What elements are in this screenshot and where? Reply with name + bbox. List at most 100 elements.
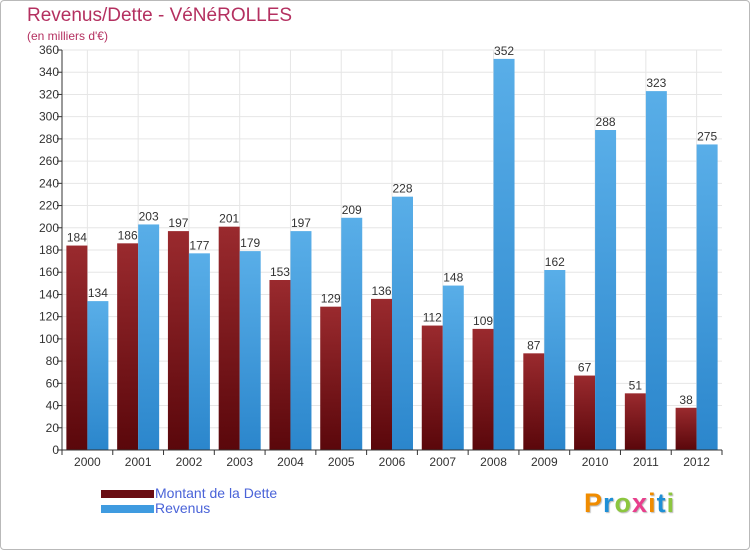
y-tick-label: 300 <box>39 110 59 124</box>
legend-swatch-revenus <box>101 505 154 513</box>
bar-dette <box>320 306 342 450</box>
data-label: 109 <box>473 314 493 328</box>
y-tick-label: 220 <box>39 199 59 213</box>
bar-revenus <box>392 196 413 450</box>
y-tick-label: 140 <box>39 287 59 301</box>
data-label: 129 <box>321 292 341 306</box>
axes: 0 20 40 60 80 100 120 140 160 180 200 220 240 260 280 3… <box>39 43 723 469</box>
bar-revenus <box>341 217 363 450</box>
data-label: 201 <box>219 212 239 226</box>
x-tick-label: 2000 <box>74 455 101 469</box>
x-tick-label: 2008 <box>480 455 507 469</box>
bar-revenus <box>442 285 464 450</box>
data-label: 177 <box>189 238 209 252</box>
data-labels: 184 186 197 201 153 129 136 112 109 87 67 51 38 134 20… <box>67 44 718 407</box>
y-tick-label: 20 <box>46 421 60 435</box>
x-tick-label: 2011 <box>633 455 659 469</box>
data-label: 184 <box>67 231 87 245</box>
y-tick-label: 80 <box>46 354 60 368</box>
legend-swatch-debt <box>101 490 154 498</box>
y-tick-label: 120 <box>39 310 59 324</box>
bar-revenus <box>544 270 566 450</box>
y-tick-label: 240 <box>39 176 59 190</box>
y-tick-label: 180 <box>39 243 59 257</box>
data-label: 134 <box>88 286 108 300</box>
data-label: 136 <box>371 284 391 298</box>
bar-dette <box>523 353 545 450</box>
bar-dette <box>218 226 240 450</box>
data-label: 38 <box>679 393 693 407</box>
data-label: 87 <box>527 338 541 352</box>
chart-title: Revenus/Dette - VéNéROLLES <box>27 5 293 26</box>
data-label: 209 <box>342 203 362 217</box>
x-tick-label: 2002 <box>176 455 203 469</box>
chart-subtitle: (en milliers d'€) <box>27 29 108 43</box>
bar-revenus <box>188 253 210 450</box>
data-label: 67 <box>578 361 592 375</box>
data-label: 197 <box>291 216 311 230</box>
y-tick-label: 0 <box>52 443 59 457</box>
y-tick-label: 260 <box>39 154 59 168</box>
bar-dette <box>472 328 494 450</box>
data-label: 51 <box>629 378 643 392</box>
data-label: 203 <box>139 209 159 223</box>
brand-letter: P <box>584 488 604 518</box>
bar-revenus <box>595 130 617 450</box>
y-tick-label: 340 <box>39 65 59 79</box>
brand-letter: i <box>666 488 676 518</box>
bar-revenus <box>290 231 312 450</box>
y-tick-label: 60 <box>46 376 60 390</box>
bar-dette <box>371 298 392 450</box>
bar-dette <box>675 407 697 450</box>
bar-dette <box>624 393 646 450</box>
bar-revenus <box>87 301 109 450</box>
bar-revenus <box>138 224 160 450</box>
data-label: 179 <box>240 236 260 250</box>
bar-revenus <box>696 144 718 450</box>
bars <box>66 58 718 451</box>
x-tick-label: 2006 <box>379 455 406 469</box>
data-label: 186 <box>118 228 138 242</box>
brand-letter: i <box>648 488 657 518</box>
y-tick-label: 200 <box>39 221 59 235</box>
bar-dette <box>66 245 88 450</box>
legend-label-revenus: Revenus <box>155 500 211 516</box>
data-label: 148 <box>443 271 463 285</box>
data-label: 288 <box>596 115 616 129</box>
data-label: 112 <box>423 311 442 325</box>
bar-dette <box>269 280 291 450</box>
data-label: 352 <box>494 44 514 58</box>
y-tick-label: 40 <box>46 399 60 413</box>
bar-dette <box>167 231 189 450</box>
x-tick-label: 2003 <box>226 455 253 469</box>
data-label: 153 <box>270 265 290 279</box>
y-tick-label: 360 <box>39 43 59 57</box>
x-tick-label: 2005 <box>328 455 355 469</box>
x-tick-label: 2001 <box>125 455 152 469</box>
brand-letter: t <box>656 488 667 518</box>
brand-letter: o <box>614 488 633 518</box>
data-label: 323 <box>646 76 666 90</box>
x-tick-label: 2010 <box>582 455 609 469</box>
brand-logo: Proxiti <box>584 488 675 519</box>
x-tick-label: 2007 <box>429 455 456 469</box>
bar-revenus <box>239 251 261 450</box>
bar-revenus <box>493 58 515 451</box>
bar-dette <box>117 243 139 450</box>
x-tick-label: 2004 <box>277 455 304 469</box>
legend-label-debt: Montant de la Dette <box>155 485 278 501</box>
y-tick-label: 280 <box>39 132 59 146</box>
y-tick-label: 160 <box>39 265 59 279</box>
y-tick-label: 320 <box>39 87 59 101</box>
data-label: 228 <box>392 182 412 196</box>
data-label: 275 <box>697 129 717 143</box>
x-tick-label: 2012 <box>683 455 710 469</box>
brand-letter: x <box>632 488 649 518</box>
data-label: 162 <box>545 255 565 269</box>
bar-revenus <box>645 91 667 450</box>
bar-dette <box>421 325 443 450</box>
brand-letter: r <box>603 488 615 518</box>
x-tick-label: 2009 <box>531 455 558 469</box>
data-label: 197 <box>168 216 188 230</box>
